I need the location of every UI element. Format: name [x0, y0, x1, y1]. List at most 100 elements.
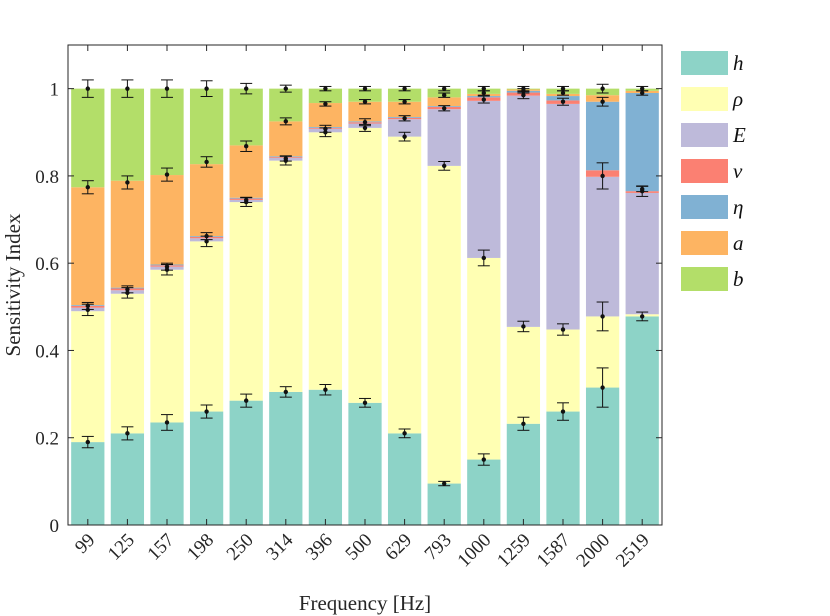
bar-h-629: [387, 433, 422, 525]
legend-label-nu: ν: [733, 159, 743, 183]
error-point-314-4: [283, 86, 288, 91]
error-point-1000-4: [481, 86, 486, 91]
bar-a-125: [110, 180, 145, 288]
legend-swatch-E: [681, 123, 728, 147]
error-point-629-3: [402, 99, 407, 104]
error-point-99-3: [85, 185, 91, 190]
error-point-500-0: [362, 400, 368, 406]
bar-E-1259: [506, 95, 541, 327]
bar-b-314: [269, 88, 303, 122]
error-point-2000-3: [600, 99, 605, 104]
x-tick-label-500: 500: [342, 530, 377, 565]
error-point-2519-4: [640, 86, 645, 91]
error-point-314-0: [283, 389, 288, 395]
bar-E-1587: [546, 103, 580, 330]
y-tick-label-3: 0.6: [35, 254, 59, 275]
error-point-250-2: [244, 197, 249, 203]
error-point-396-2: [323, 126, 328, 131]
bar-a-250: [229, 145, 263, 198]
bar-h-2519: [625, 316, 659, 525]
bar-h-396: [308, 389, 343, 525]
error-point-793-1: [442, 163, 447, 169]
error-point-396-3: [323, 101, 328, 107]
error-point-1259-0: [521, 421, 526, 426]
error-point-629-0: [402, 431, 407, 436]
error-point-1587-3: [560, 90, 566, 96]
error-point-157-2: [164, 264, 170, 269]
bar-b-396: [308, 88, 343, 104]
x-tick-label-99: 99: [71, 530, 99, 558]
legend-swatch-h: [681, 51, 728, 75]
bar-a-198: [189, 164, 224, 237]
error-point-198-4: [204, 86, 209, 91]
legend-label-rho: ρ: [732, 87, 743, 111]
error-point-157-4: [164, 86, 170, 91]
bar-h-1587: [546, 411, 580, 525]
error-point-500-1: [362, 125, 368, 131]
error-point-250-0: [244, 398, 249, 403]
y-tick-label-2: 0.4: [35, 341, 59, 362]
legend-label-eta: η: [733, 195, 743, 219]
legend-label-b: b: [733, 267, 744, 291]
error-point-125-4: [125, 86, 130, 91]
x-tick-label-125: 125: [104, 530, 139, 565]
error-point-793-0: [442, 481, 447, 486]
bar-rho-1587: [546, 329, 580, 412]
error-point-1000-1: [481, 255, 486, 261]
legend-label-E: E: [732, 123, 746, 147]
error-point-500-2: [362, 120, 368, 125]
error-point-2000-2: [600, 173, 605, 179]
error-point-1259-2: [521, 92, 526, 98]
error-point-314-2: [283, 156, 288, 161]
x-tick-label-2519: 2519: [612, 530, 654, 572]
error-point-314-3: [283, 119, 288, 124]
error-point-1587-1: [560, 327, 566, 332]
error-point-250-3: [244, 144, 249, 149]
bar-a-396: [308, 103, 343, 128]
bar-rho-396: [308, 132, 343, 390]
x-tick-label-629: 629: [381, 530, 416, 565]
bar-rho-500: [348, 127, 382, 403]
error-point-1587-4: [560, 86, 566, 91]
bar-E-793: [427, 109, 461, 166]
error-point-198-3: [204, 159, 209, 165]
bar-b-629: [387, 88, 422, 102]
bar-rho-629: [387, 136, 422, 434]
bar-rho-250: [229, 202, 263, 401]
error-point-125-0: [125, 431, 130, 436]
y-tick-label-0: 0: [50, 516, 60, 537]
bar-h-500: [348, 402, 382, 525]
error-point-157-3: [164, 172, 170, 177]
bars-group: [71, 88, 659, 525]
error-point-629-1: [402, 134, 407, 139]
bar-a-157: [150, 175, 184, 265]
x-tick-label-793: 793: [421, 530, 456, 565]
x-tick-label-198: 198: [183, 530, 218, 565]
bar-h-157: [150, 422, 184, 525]
error-point-1000-0: [481, 457, 486, 462]
bar-h-99: [71, 442, 105, 525]
bar-b-198: [189, 88, 224, 165]
error-point-2000-1: [600, 314, 605, 319]
error-point-1587-2: [560, 99, 566, 104]
error-point-125-2: [125, 287, 130, 292]
error-point-1587-0: [560, 409, 566, 414]
bar-a-793: [427, 97, 461, 107]
bar-a-314: [269, 121, 303, 157]
error-point-396-0: [323, 387, 328, 392]
bar-h-1000: [467, 459, 501, 525]
error-point-1000-2: [481, 97, 486, 102]
error-point-198-0: [204, 409, 209, 414]
x-tick-label-250: 250: [223, 530, 258, 565]
error-point-500-4: [362, 86, 368, 91]
error-point-793-3: [442, 92, 447, 98]
y-tick-label-1: 0.2: [35, 429, 59, 450]
error-point-793-2: [442, 106, 447, 111]
error-bars-group: [81, 79, 649, 487]
legend-swatch-a: [681, 231, 728, 255]
y-axis-label: Sensitivity Index: [1, 213, 25, 356]
bar-eta-2519: [625, 93, 659, 192]
legend-label-a: a: [733, 231, 744, 255]
bar-h-125: [110, 433, 145, 525]
